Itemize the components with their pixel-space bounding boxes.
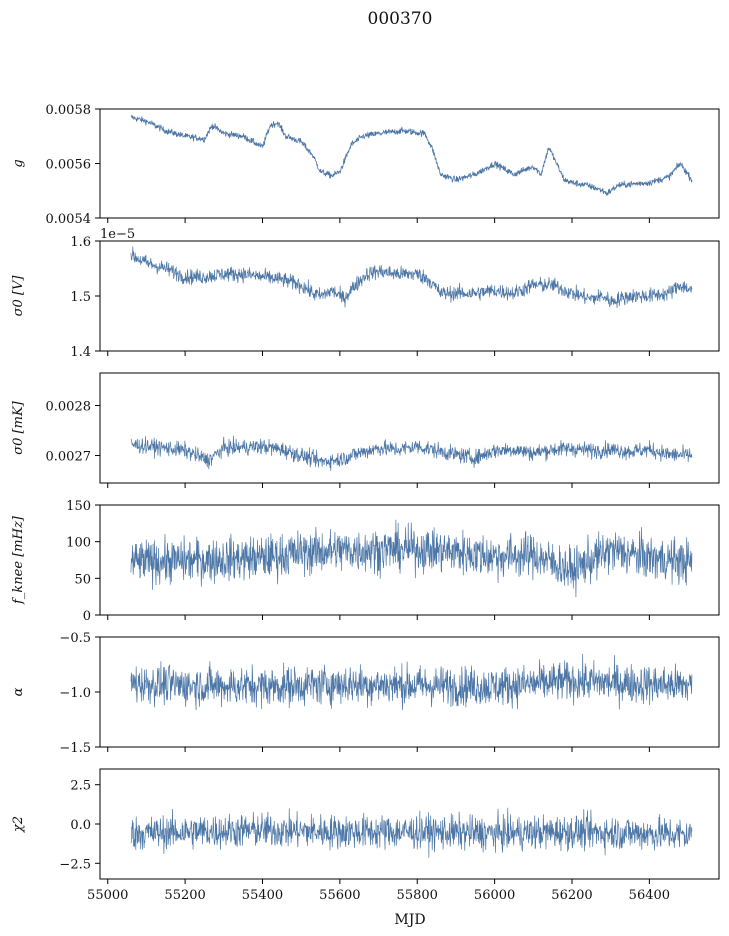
series-line-1 [130,653,693,711]
y-axis-label: χ2 [11,816,26,833]
y-tick-label: 0.0056 [46,158,92,173]
panel-6: 55000 55200 55400 55600 55800 56000 56200 56400… [11,768,720,903]
figure-title: 000370 [368,9,433,29]
y-axis-label: g [11,159,26,167]
y-tick-label: 50 [74,572,91,587]
axes-frame [99,636,720,748]
axes-frame [99,768,720,880]
x-tick-label: 55200 [164,888,205,903]
axes-frame [99,372,720,484]
y-tick-label: 100 [66,536,91,551]
axes-frame [99,504,720,616]
y-tick-label: 150 [66,499,91,514]
y-tick-label: 2.5 [70,779,91,794]
y-tick-label: −2.5 [59,857,91,872]
y-axis-label: σ0 [V] [11,275,26,317]
y-axis-label: σ0 [mK] [11,400,26,454]
x-tick-label: 55600 [319,888,360,903]
y-axis-label: f_knee [mHz] [11,515,26,605]
x-tick-label: 55400 [242,888,283,903]
y-tick-label: 0 [83,609,91,624]
x-tick-label: 55000 [87,888,128,903]
series-line-1 [130,114,693,197]
x-tick-label: 55800 [397,888,438,903]
x-tick-label: 56200 [551,888,592,903]
y-tick-label: 1.4 [70,345,91,360]
y-offset-text: 1e−5 [100,227,135,242]
y-tick-label: 0.0027 [46,450,92,465]
series-line-1 [130,519,693,598]
y-tick-label: −1.0 [59,686,91,701]
y-tick-label: 0.0 [70,818,91,833]
y-tick-label: −1.5 [59,741,91,756]
y-tick-label: 1.5 [70,290,91,305]
axes-frame [99,108,720,219]
y-tick-label: 0.0058 [46,103,92,118]
x-axis-label: MJD [394,912,425,928]
panel-1: 0.0054 0.0056 0.0058 g [11,103,720,227]
y-tick-label: −0.5 [59,631,91,646]
series-line-1 [130,807,693,858]
panel-3: 0.0027 0.0028 σ0 [mK] [11,372,720,488]
panels-group: 0.0054 0.0056 0.0058 g 1.4 1.5 1.6 1e−5 σ0 [V] 0.… [11,103,720,903]
panel-5: −1.5 −1.0 −0.5 α [11,631,720,756]
x-tick-label: 56000 [474,888,515,903]
series-line-1 [130,246,693,309]
y-tick-label: 1.6 [70,235,91,250]
series-line-1 [130,435,693,471]
x-tick-label: 56400 [629,888,670,903]
panel-4: 0 50 100 150 f_knee [mHz] [11,499,720,624]
y-tick-label: 0.0054 [46,212,92,227]
y-axis-label: α [11,687,26,696]
panel-2: 1.4 1.5 1.6 1e−5 σ0 [V] [11,227,720,360]
y-tick-label: 0.0028 [46,400,92,415]
